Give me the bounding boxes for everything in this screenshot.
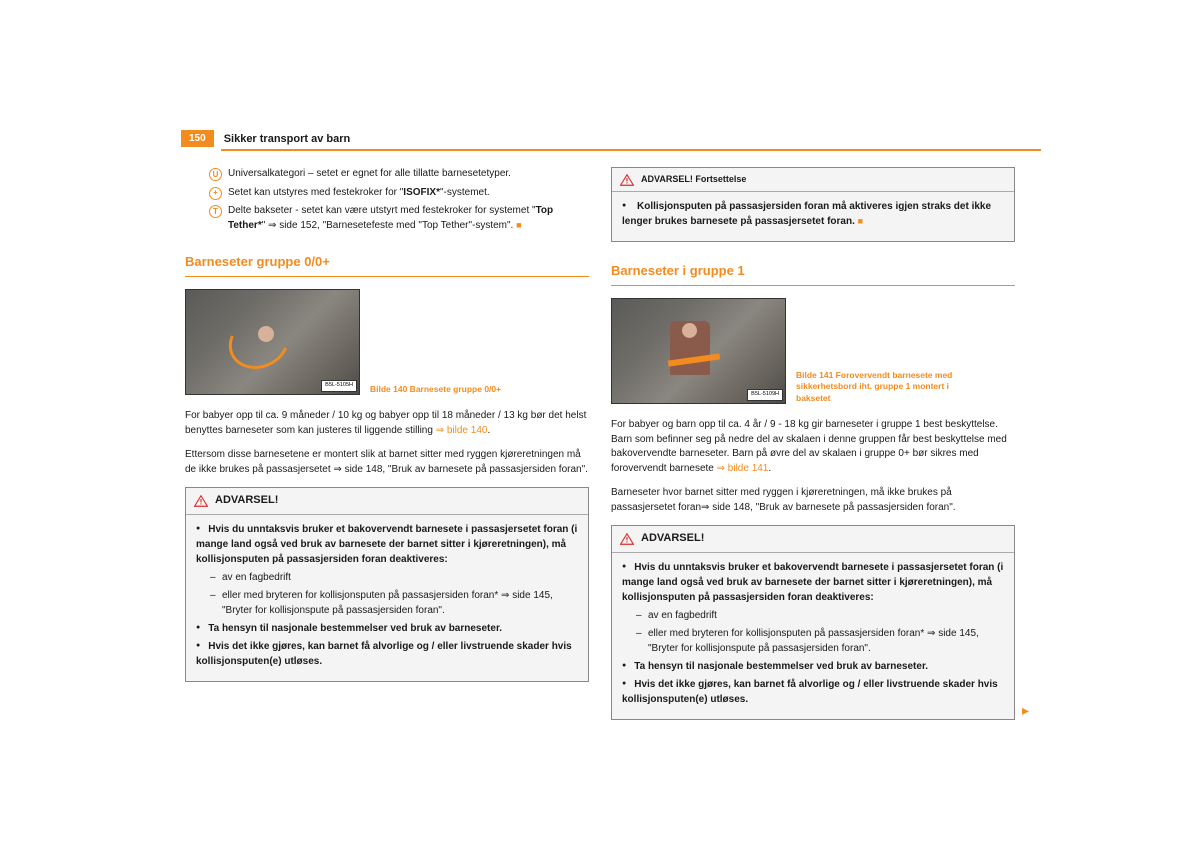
warning-subitem: eller med bryteren for kollisjonsputen p… [196, 588, 578, 618]
seat-illustration [220, 306, 298, 379]
heading-rule [185, 276, 589, 278]
legend-row: U Universalkategori – setet er egnet for… [209, 167, 589, 182]
page-header: 150 Sikker transport av barn [181, 130, 1015, 147]
figure-image [611, 298, 786, 404]
warning-body: Hvis du unntaksvis bruker et bakovervend… [186, 515, 588, 681]
body-paragraph: For babyer opp til ca. 9 måneder / 10 kg… [185, 409, 589, 438]
warning-bullet: Ta hensyn til nasjonale bestemmelser ved… [622, 659, 1004, 674]
left-column: U Universalkategori – setet er egnet for… [185, 167, 589, 720]
warning-bullet: Ta hensyn til nasjonale bestemmelser ved… [196, 621, 578, 636]
header-rule [221, 149, 1041, 151]
warning-box: ADVARSEL! Hvis du unntaksvis bruker et b… [185, 487, 589, 682]
legend-row: T Delte bakseter - setet kan være utstyr… [209, 204, 589, 233]
figure-caption: Bilde 141 Forovervendt barnesete med sik… [796, 370, 976, 404]
legend-text: Setet kan utstyres med festekroker for "… [228, 186, 589, 201]
warning-triangle-icon [620, 174, 634, 186]
warning-body: Hvis du unntaksvis bruker et bakovervend… [612, 553, 1014, 719]
warning-header: ADVARSEL! [186, 488, 588, 515]
legend-row: + Setet kan utstyres med festekroker for… [209, 186, 589, 201]
warning-bullet: Hvis det ikke gjøres, kan barnet få alvo… [196, 639, 578, 669]
warning-label: ADVARSEL! [641, 531, 704, 547]
section-heading: Barneseter gruppe 0/0+ [185, 253, 589, 272]
warning-label: ADVARSEL! Fortsettelse [641, 173, 746, 186]
two-column-layout: U Universalkategori – setet er egnet for… [185, 167, 1015, 720]
legend-list: U Universalkategori – setet er egnet for… [209, 167, 589, 233]
warning-triangle-icon [194, 495, 208, 507]
figure-row: Bilde 141 Forovervendt barnesete med sik… [611, 298, 1015, 404]
legend-badge-u: U [209, 168, 222, 181]
figure-image [185, 289, 360, 395]
warning-bullet: Hvis du unntaksvis bruker et bakovervend… [622, 560, 1004, 605]
legend-badge-t: T [209, 205, 222, 218]
body-paragraph: Barneseter hvor barnet sitter med ryggen… [611, 486, 1015, 515]
figure-reference-link[interactable]: ⇒ bilde 140 [436, 425, 488, 436]
warning-bullet: Hvis du unntaksvis bruker et bakovervend… [196, 522, 578, 567]
right-column: ADVARSEL! Fortsettelse Kollisjonsputen p… [611, 167, 1015, 720]
warning-subitem: av en fagbedrift [622, 608, 1004, 623]
warning-header: ADVARSEL! [612, 526, 1014, 553]
figure-reference-link[interactable]: ⇒ bilde 141 [717, 463, 769, 474]
warning-bullet: Hvis det ikke gjøres, kan barnet få alvo… [622, 677, 1004, 707]
warning-header: ADVARSEL! Fortsettelse [612, 168, 1014, 192]
warning-label: ADVARSEL! [215, 493, 278, 509]
body-paragraph: For babyer og barn opp til ca. 4 år / 9 … [611, 418, 1015, 476]
manual-page: 150 Sikker transport av barn U Universal… [185, 130, 1015, 720]
page-title: Sikker transport av barn [224, 133, 351, 145]
warning-subitem: eller med bryteren for kollisjonsputen p… [622, 626, 1004, 656]
warning-box-continuation: ADVARSEL! Fortsettelse Kollisjonsputen p… [611, 167, 1015, 242]
warning-body: Kollisjonsputen på passasjersiden foran … [612, 192, 1014, 241]
section-heading: Barneseter i gruppe 1 [611, 262, 1015, 281]
legend-text: Universalkategori – setet er egnet for a… [228, 167, 589, 182]
legend-badge-plus: + [209, 187, 222, 200]
figure-caption: Bilde 140 Barnesete gruppe 0/0+ [370, 384, 501, 395]
warning-subitem: av en fagbedrift [196, 570, 578, 585]
heading-rule [611, 285, 1015, 287]
legend-text: Delte bakseter - setet kan være utstyrt … [228, 204, 589, 233]
body-paragraph: Ettersom disse barnesetene er montert sl… [185, 448, 589, 477]
warning-bullet: Kollisjonsputen på passasjersiden foran … [622, 199, 1004, 229]
warning-box: ADVARSEL! Hvis du unntaksvis bruker et b… [611, 525, 1015, 720]
warning-triangle-icon [620, 533, 634, 545]
page-number: 150 [181, 130, 214, 147]
continuation-arrow-icon: ▸ [1022, 700, 1029, 720]
figure-row: Bilde 140 Barnesete gruppe 0/0+ [185, 289, 589, 395]
